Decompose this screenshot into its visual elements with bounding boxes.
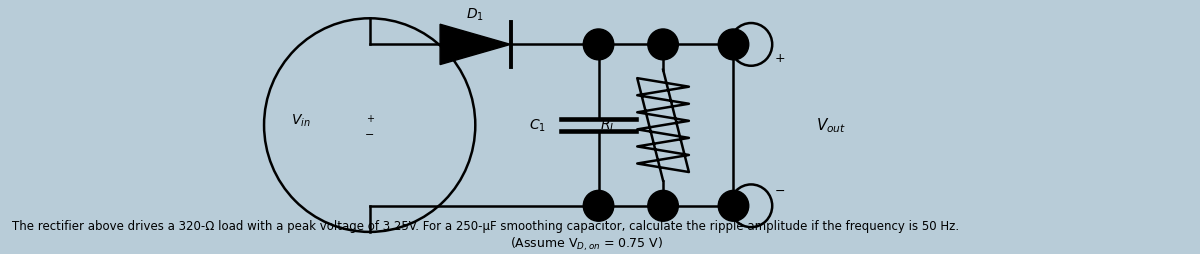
Text: −: − bbox=[775, 184, 786, 197]
Text: $D_1$: $D_1$ bbox=[467, 6, 485, 23]
Ellipse shape bbox=[583, 30, 613, 61]
Text: (Assume V$_{D,on}$ = 0.75 V): (Assume V$_{D,on}$ = 0.75 V) bbox=[510, 235, 664, 252]
Text: $C_1$: $C_1$ bbox=[529, 117, 546, 134]
Text: +: + bbox=[775, 51, 786, 64]
Text: −: − bbox=[365, 129, 374, 139]
Text: The rectifier above drives a 320-Ω load with a peak voltage of 3.25V. For a 250-: The rectifier above drives a 320-Ω load … bbox=[12, 220, 959, 233]
Ellipse shape bbox=[730, 24, 773, 67]
Ellipse shape bbox=[648, 30, 678, 61]
Polygon shape bbox=[440, 25, 510, 65]
Text: $V_{in}$: $V_{in}$ bbox=[292, 113, 311, 129]
Ellipse shape bbox=[583, 190, 613, 221]
Text: $V_{out}$: $V_{out}$ bbox=[816, 116, 846, 135]
Ellipse shape bbox=[719, 30, 749, 61]
Ellipse shape bbox=[648, 190, 678, 221]
Ellipse shape bbox=[719, 190, 749, 221]
Text: $R_L$: $R_L$ bbox=[600, 117, 616, 134]
Text: +: + bbox=[366, 113, 373, 123]
Ellipse shape bbox=[730, 185, 773, 227]
